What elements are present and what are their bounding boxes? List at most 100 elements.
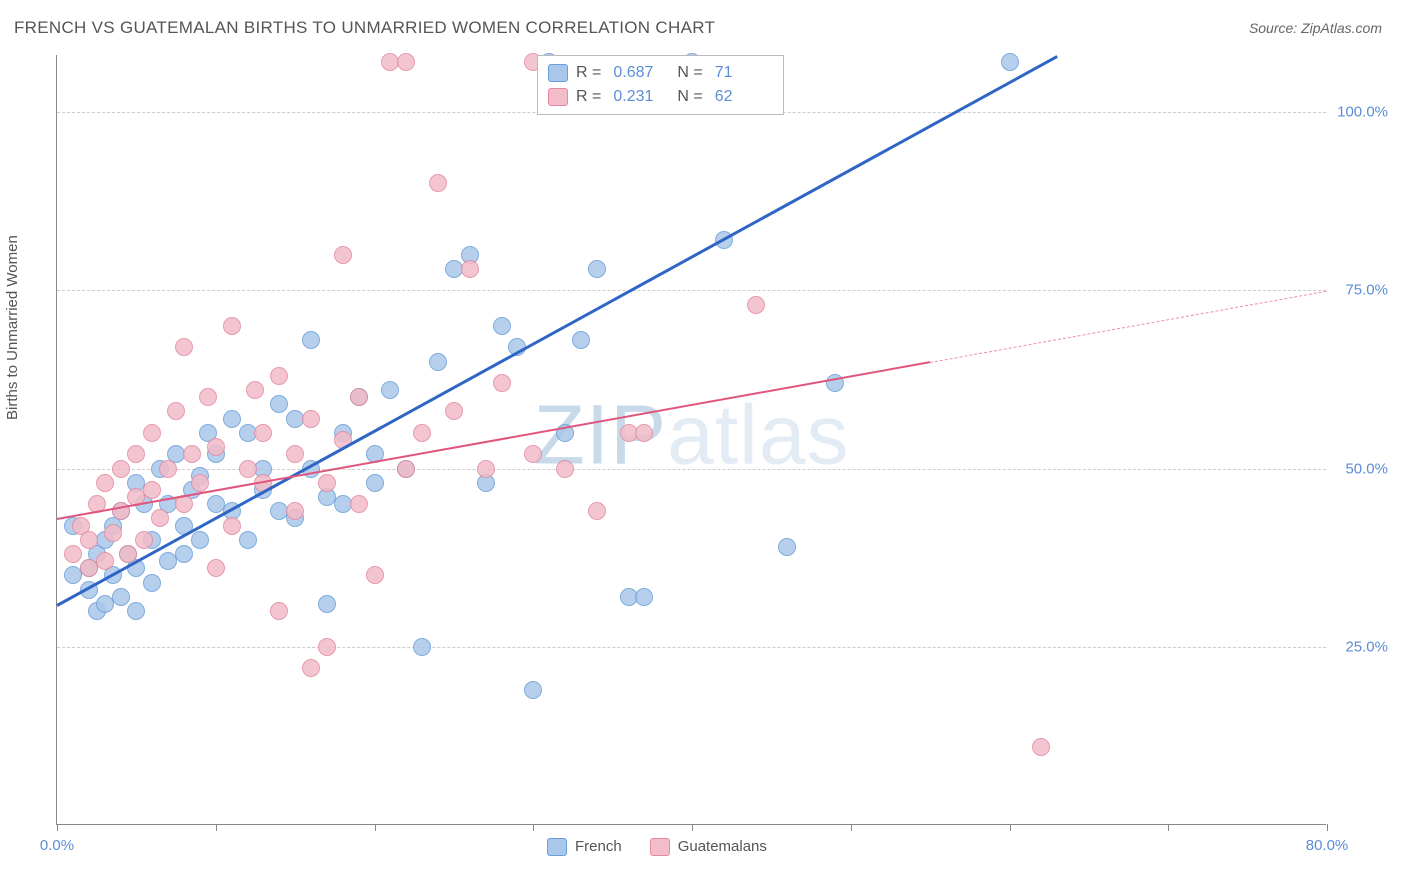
legend-row: R = 0.687 N = 71 [548,61,771,85]
legend-r-value: 0.687 [613,61,669,85]
scatter-point [588,260,606,278]
chart-title: FRENCH VS GUATEMALAN BIRTHS TO UNMARRIED… [14,18,715,38]
scatter-point [366,474,384,492]
legend-item: Guatemalans [650,838,767,856]
x-tick-label: 80.0% [1306,837,1349,854]
scatter-point [135,531,153,549]
x-tick [57,824,58,831]
scatter-point [159,460,177,478]
scatter-point [151,509,169,527]
scatter-point [191,474,209,492]
scatter-point [127,445,145,463]
plot-area: ZIPatlas 25.0%50.0%75.0%100.0%0.0%80.0%R… [56,55,1326,825]
scatter-point [191,531,209,549]
scatter-point [64,545,82,563]
y-axis-label: Births to Unmarried Women [4,235,21,420]
legend-label: French [575,838,622,855]
trend-line [56,55,1058,607]
correlation-legend: R =0.687N =71R =0.231N =62 [537,55,784,115]
scatter-point [223,517,241,535]
legend-n-label: N = [677,61,702,85]
scatter-point [493,317,511,335]
y-tick-label: 50.0% [1345,460,1388,477]
scatter-point [1032,738,1050,756]
legend-swatch [547,838,567,856]
scatter-point [112,460,130,478]
legend-item: French [547,838,622,856]
scatter-point [350,495,368,513]
scatter-point [207,438,225,456]
scatter-point [493,374,511,392]
scatter-point [524,445,542,463]
scatter-point [477,460,495,478]
legend-swatch [548,64,568,82]
legend-row: R =0.231N =62 [548,85,771,109]
scatter-point [429,174,447,192]
scatter-point [556,460,574,478]
scatter-point [239,460,257,478]
scatter-point [524,681,542,699]
y-tick-label: 25.0% [1345,638,1388,655]
x-tick [851,824,852,831]
grid-line [57,647,1326,648]
scatter-point [270,602,288,620]
scatter-point [572,331,590,349]
legend-n-value: 62 [715,85,771,109]
scatter-point [397,53,415,71]
scatter-point [635,588,653,606]
scatter-point [429,353,447,371]
scatter-point [397,460,415,478]
x-tick [533,824,534,831]
scatter-point [127,602,145,620]
scatter-point [318,595,336,613]
legend-n-value: 71 [715,61,771,85]
y-tick-label: 100.0% [1337,104,1388,121]
scatter-point [143,424,161,442]
scatter-point [199,388,217,406]
scatter-point [302,331,320,349]
scatter-point [413,638,431,656]
scatter-point [96,474,114,492]
scatter-point [381,381,399,399]
scatter-point [143,574,161,592]
scatter-point [80,531,98,549]
scatter-point [143,481,161,499]
legend-n-label: N = [677,85,702,109]
scatter-point [167,402,185,420]
scatter-point [318,638,336,656]
series-legend: French Guatemalans [547,838,767,856]
scatter-point [350,388,368,406]
scatter-point [246,381,264,399]
scatter-point [318,474,336,492]
scatter-point [104,524,122,542]
scatter-point [175,338,193,356]
legend-label: Guatemalans [678,838,767,855]
scatter-point [588,502,606,520]
x-tick [216,824,217,831]
scatter-point [96,552,114,570]
scatter-point [302,659,320,677]
scatter-point [175,545,193,563]
scatter-point [461,260,479,278]
scatter-point [334,246,352,264]
scatter-point [747,296,765,314]
legend-swatch [650,838,670,856]
grid-line [57,290,1326,291]
legend-swatch [548,88,568,106]
scatter-point [112,588,130,606]
legend-r-label: R = [576,61,601,85]
legend-r-label: R = [576,85,601,109]
scatter-point [183,445,201,463]
x-tick [1010,824,1011,831]
scatter-point [445,402,463,420]
scatter-point [207,559,225,577]
scatter-point [366,566,384,584]
scatter-point [254,424,272,442]
scatter-point [286,445,304,463]
scatter-point [286,502,304,520]
y-tick-label: 75.0% [1345,282,1388,299]
scatter-point [413,424,431,442]
scatter-point [635,424,653,442]
scatter-point [778,538,796,556]
scatter-point [223,410,241,428]
